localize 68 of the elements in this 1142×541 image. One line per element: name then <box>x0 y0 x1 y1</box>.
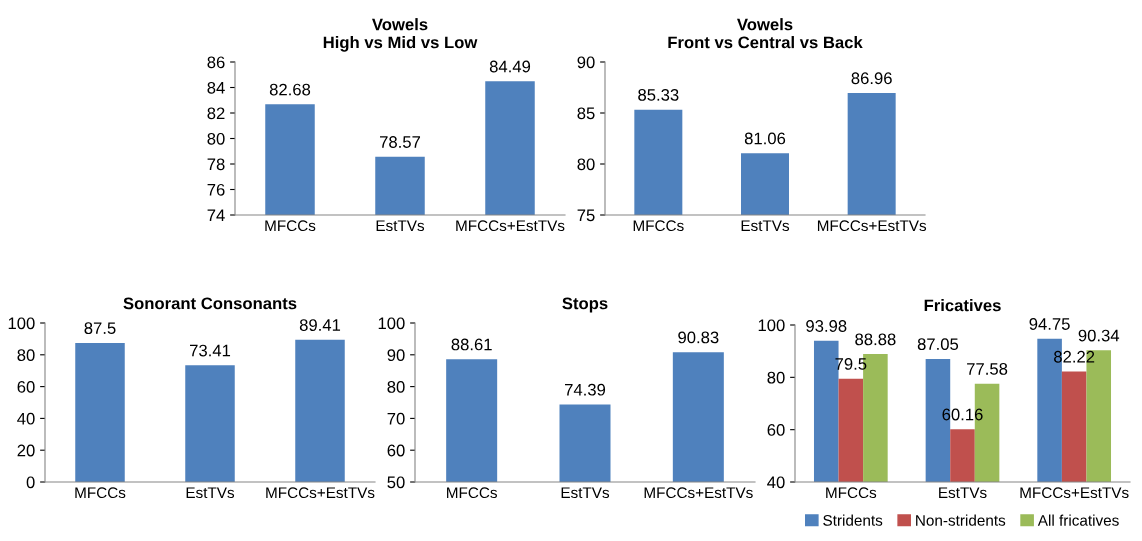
y-tick-label: 82 <box>207 107 225 120</box>
y-tick-label: 80 <box>767 371 785 384</box>
data-label: 84.49 <box>489 60 531 73</box>
data-label: 89.41 <box>299 319 341 331</box>
data-label: 90.34 <box>1078 329 1120 342</box>
x-tick-label: EstTVs <box>939 487 987 499</box>
x-tick-label: EstTVs <box>741 220 790 232</box>
y-tick-label: 60 <box>17 381 35 393</box>
y-tick-label: 100 <box>8 317 35 330</box>
y-tick-label: 74 <box>207 209 225 222</box>
y-tick-label: 100 <box>378 317 405 330</box>
legend-label: Non-stridents <box>916 514 1006 526</box>
y-tick-label: 75 <box>577 209 595 222</box>
y-tick-label: 50 <box>387 476 405 489</box>
data-label: 88.88 <box>855 333 896 346</box>
y-tick-label: 76 <box>207 183 225 196</box>
y-tick-label: 40 <box>767 476 785 489</box>
x-tick-label: MFCCs <box>447 487 497 499</box>
x-tick-label: MFCCs+EstTVs <box>456 220 565 232</box>
data-label: 86.96 <box>851 72 892 85</box>
y-tick-label: 20 <box>17 444 35 457</box>
x-tick-label: MFCCs+EstTVs <box>644 487 753 499</box>
data-label: 87.05 <box>917 338 959 351</box>
chart-title: Sonorant Consonants <box>123 297 297 310</box>
x-tick-label: MFCCs <box>826 487 877 499</box>
data-label: 87.5 <box>84 322 116 335</box>
data-label: 81.06 <box>744 132 786 145</box>
data-label: 93.98 <box>806 320 847 332</box>
y-tick-label: 60 <box>387 444 405 457</box>
chart-title: Fricatives <box>924 299 1001 312</box>
y-tick-label: 100 <box>758 319 785 332</box>
legend-label: Stridents <box>823 514 883 526</box>
data-label: 85.33 <box>638 88 679 101</box>
y-tick-label: 90 <box>577 56 595 69</box>
x-tick-label: MFCCs+EstTVs <box>266 487 375 499</box>
chart-title: Vowels Front vs Central vs Back <box>668 18 863 49</box>
y-tick-label: 0 <box>26 476 35 489</box>
y-tick-label: 85 <box>577 107 595 120</box>
legend-label: All fricatives <box>1037 514 1119 526</box>
y-tick-label: 80 <box>387 381 405 393</box>
x-tick-label: EstTVs <box>186 487 235 499</box>
data-label: 94.75 <box>1029 318 1070 330</box>
x-tick-label: EstTVs <box>561 487 610 499</box>
x-tick-label: MFCCs <box>75 487 126 499</box>
x-tick-label: EstTVs <box>376 220 425 232</box>
y-tick-label: 78 <box>207 158 225 171</box>
data-label: 88.61 <box>451 338 492 351</box>
y-tick-label: 80 <box>17 349 35 361</box>
x-tick-label: MFCCs+EstTVs <box>1020 487 1129 499</box>
data-label: 77.58 <box>967 363 1008 375</box>
data-label: 74.39 <box>565 383 606 396</box>
y-tick-label: 40 <box>17 412 35 425</box>
y-tick-label: 60 <box>767 424 785 436</box>
y-tick-label: 90 <box>387 349 405 361</box>
x-tick-label: MFCCs <box>265 220 316 232</box>
y-tick-label: 84 <box>207 81 225 94</box>
x-tick-label: MFCCs+EstTVs <box>817 220 927 232</box>
data-label: 73.41 <box>190 344 231 357</box>
data-label: 90.83 <box>678 331 719 344</box>
data-label: 82.68 <box>269 83 311 96</box>
chart-title: Stops <box>562 297 608 313</box>
data-label: 78.57 <box>380 136 421 148</box>
y-tick-label: 80 <box>207 132 225 145</box>
x-tick-label: MFCCs <box>633 220 684 232</box>
chart-title: Vowels High vs Mid vs Low <box>323 18 478 52</box>
y-tick-label: 80 <box>577 158 595 171</box>
y-tick-label: 86 <box>207 56 225 69</box>
y-tick-label: 70 <box>387 412 405 425</box>
